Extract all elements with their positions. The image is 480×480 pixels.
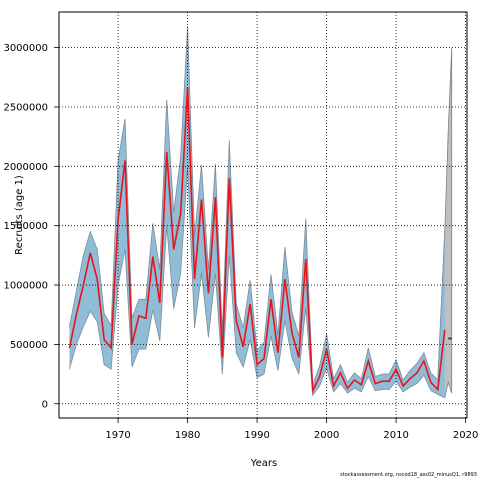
plot-layer: 1970 1980 1990 2000 2010 2020 0 500000 1000000 15… (3, 12, 478, 441)
x-tick-label: 1980 (175, 430, 200, 441)
upper-bound-line (69, 26, 446, 385)
confidence-band (69, 26, 445, 398)
footer-credit: stockassessment.org, nscod18_ass02_minus… (340, 472, 477, 478)
x-tick-label: 2010 (383, 430, 408, 441)
y-tick-label: 0 (42, 399, 48, 410)
x-axis-title: Years (250, 458, 277, 469)
y-tick-label: 2000000 (3, 162, 48, 173)
recruitment-estimate-line (68, 87, 446, 394)
lower-bound-line (69, 166, 445, 399)
y-tick-label: 500000 (10, 340, 48, 351)
y-tick-label: 3000000 (3, 43, 48, 54)
y-tick-label: 1500000 (3, 221, 48, 232)
x-tick-label: 2000 (314, 430, 339, 441)
plot-frame (58, 11, 468, 419)
y-tick-label: 2500000 (3, 102, 48, 113)
y-axis-title: Recruits (age 1) (14, 175, 25, 255)
x-tick-label: 1990 (244, 430, 269, 441)
y-tick-label: 1000000 (3, 281, 48, 292)
x-tick-label: 1970 (105, 430, 130, 441)
x-tick-label: 2020 (453, 430, 478, 441)
